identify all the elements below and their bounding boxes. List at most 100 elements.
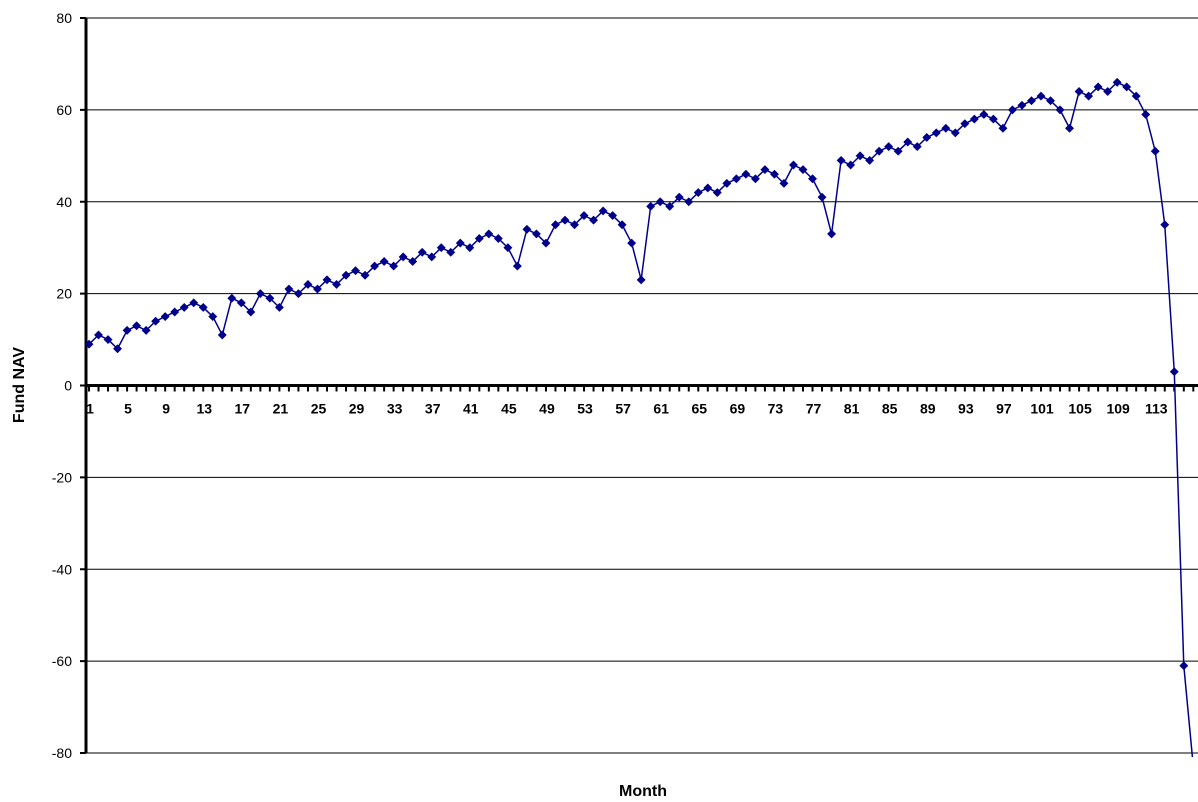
data-point: [760, 165, 770, 175]
y-tick-label: 20: [56, 286, 72, 302]
y-axis-title: Fund NAV: [11, 347, 28, 423]
data-point: [827, 229, 837, 239]
x-tick-label: 25: [311, 401, 327, 417]
data-point: [703, 183, 713, 193]
data-point: [1007, 105, 1017, 115]
data-point: [1093, 82, 1103, 92]
data-point: [1055, 105, 1065, 115]
y-tick-label: -20: [52, 469, 72, 485]
x-tick-label: 33: [387, 401, 403, 417]
data-point: [446, 247, 456, 257]
data-point: [398, 252, 408, 262]
data-point: [522, 224, 532, 234]
data-point: [931, 128, 941, 138]
y-tick-label: 60: [56, 102, 72, 118]
data-point: [1169, 367, 1179, 377]
data-point: [86, 339, 94, 349]
data-point: [436, 243, 446, 253]
data-point: [141, 325, 151, 335]
data-point: [246, 307, 256, 317]
data-point: [750, 174, 760, 184]
y-tick-label: 80: [56, 10, 72, 26]
data-point: [969, 114, 979, 124]
data-point: [493, 233, 503, 244]
x-tick-label: 13: [196, 401, 212, 417]
data-point: [1065, 123, 1075, 133]
data-point: [1036, 91, 1046, 101]
data-point: [998, 123, 1008, 133]
data-point: [1160, 220, 1170, 230]
data-point: [484, 229, 494, 239]
data-point: [855, 151, 865, 161]
data-point: [674, 192, 684, 202]
data-point: [503, 243, 513, 253]
data-point: [589, 215, 599, 225]
data-point: [312, 284, 323, 294]
x-tick-label: 1: [86, 401, 94, 417]
data-point: [408, 256, 418, 267]
data-point: [1084, 91, 1094, 101]
data-point: [1179, 661, 1189, 671]
data-point: [541, 238, 551, 248]
data-point: [122, 325, 132, 335]
x-tick-label: 41: [463, 401, 479, 417]
data-point: [198, 302, 208, 312]
data-point: [884, 142, 894, 152]
data-point: [1045, 96, 1056, 106]
x-tick-label: 65: [691, 401, 707, 417]
data-point: [93, 330, 104, 340]
data-point: [550, 220, 561, 230]
series: [86, 77, 1194, 757]
y-tick-label: -60: [52, 653, 72, 669]
data-point: [712, 188, 722, 198]
gridlines: [86, 17, 1198, 662]
data-point: [151, 316, 161, 326]
data-point: [1074, 86, 1084, 97]
x-tick-label: 49: [539, 401, 555, 417]
x-tick-label: 105: [1068, 401, 1092, 417]
x-tick-label: 85: [882, 401, 898, 417]
data-point: [646, 201, 656, 211]
data-point: [322, 275, 332, 285]
x-tick-label: 81: [844, 401, 860, 417]
x-tick-label: 61: [653, 401, 669, 417]
data-point: [417, 247, 427, 257]
data-point: [941, 123, 951, 133]
x-tick-label: 37: [425, 401, 441, 417]
data-point: [788, 160, 799, 170]
x-tick-label: 9: [162, 401, 170, 417]
data-point: [903, 137, 913, 147]
x-tick-label: 89: [920, 401, 936, 417]
data-point: [427, 252, 437, 262]
data-point: [769, 169, 779, 179]
data-point: [846, 160, 856, 170]
data-point: [370, 261, 380, 271]
x-tick-label: 77: [806, 401, 822, 417]
data-point: [874, 146, 884, 156]
data-point: [722, 178, 732, 188]
data-point: [160, 312, 170, 322]
data-point: [912, 142, 922, 152]
data-point: [617, 220, 627, 230]
data-point: [922, 132, 932, 142]
data-point: [627, 238, 637, 248]
data-point: [1141, 109, 1151, 120]
y-tick-label: -40: [52, 561, 72, 577]
data-point: [608, 210, 618, 221]
data-point: [693, 188, 703, 198]
x-tick-label: 21: [273, 401, 289, 417]
data-point: [988, 114, 998, 124]
data-point: [189, 298, 199, 308]
data-point: [465, 243, 475, 253]
data-point: [893, 146, 903, 156]
data-point: [569, 220, 580, 230]
data-point: [598, 206, 608, 216]
data-point: [512, 261, 522, 271]
data-point: [379, 256, 389, 267]
x-tick-label: 97: [996, 401, 1012, 417]
data-point: [170, 307, 180, 317]
x-tick-label: 57: [615, 401, 631, 417]
data-point: [303, 279, 313, 289]
data-point: [360, 270, 370, 280]
x-tick-label: 113: [1145, 401, 1168, 417]
